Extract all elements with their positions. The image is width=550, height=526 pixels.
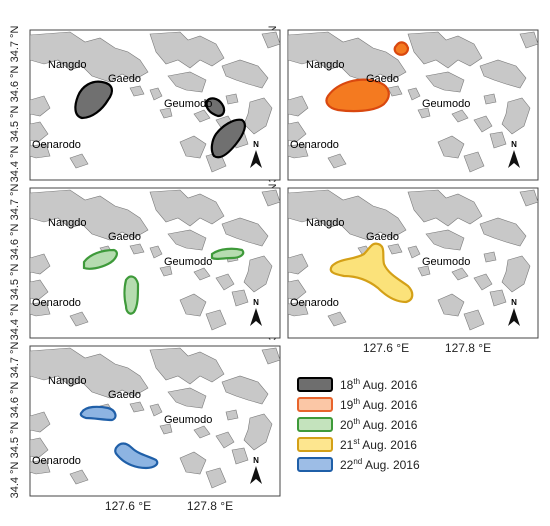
y-tick-label: 34.6 °N xyxy=(9,66,21,103)
y-tick-label: 34.4 °N xyxy=(9,462,21,499)
x-tick-label: 127.8 °E xyxy=(187,499,233,513)
place-label-geumodo: Geumodo xyxy=(164,98,212,110)
y-tick-label: 34.7 °N xyxy=(9,342,21,379)
x-tick-label: 127.6 °E xyxy=(105,499,151,513)
place-label-geumodo: Geumodo xyxy=(164,414,212,426)
oil-slick-19aug xyxy=(325,78,390,113)
map-panel-20aug: Nangdo Gaedo Geumodo Oenarodo N xyxy=(29,187,281,339)
place-label-nangdo: Nangdo xyxy=(48,59,87,71)
oil-slick-22aug xyxy=(114,442,159,470)
x-tick-label: 127.8 °E xyxy=(445,341,491,355)
legend-label: 18th Aug. 2016 xyxy=(340,377,418,392)
north-arrow-icon: N xyxy=(250,298,262,326)
north-label: N xyxy=(511,298,517,307)
y-tick-label: 34.6 °N xyxy=(9,224,21,261)
legend-swatch xyxy=(297,457,333,472)
y-tick-label: 34.4 °N xyxy=(9,146,21,183)
north-arrow-icon: N xyxy=(508,140,520,168)
oil-slick-18aug xyxy=(74,80,114,120)
north-label: N xyxy=(253,298,259,307)
legend: 18th Aug. 2016 19th Aug. 2016 20th Aug. 20… xyxy=(297,377,420,472)
y-tick-label: 34.7 °N xyxy=(9,26,21,63)
place-label-gaedo: Gaedo xyxy=(108,231,141,243)
legend-swatch xyxy=(297,397,333,412)
oil-slick-21aug xyxy=(329,242,414,304)
north-arrow-icon: N xyxy=(250,456,262,484)
oil-slick-18aug xyxy=(204,97,226,118)
north-label: N xyxy=(253,456,259,465)
legend-swatch xyxy=(297,417,333,432)
place-label-oenarodo: Oenarodo xyxy=(32,297,81,309)
map-panel-22aug: Nangdo Gaedo Geumodo Oenarodo N xyxy=(29,345,281,497)
x-tick-label: 127.6 °E xyxy=(363,341,409,355)
y-tick-label: 34.6 °N xyxy=(9,382,21,419)
place-label-nangdo: Nangdo xyxy=(48,217,87,229)
place-label-oenarodo: Oenarodo xyxy=(32,139,81,151)
place-label-oenarodo: Oenarodo xyxy=(32,455,81,467)
y-tick-label: 34.5 °N xyxy=(9,106,21,143)
x-axis-labels: 127.6 °E 127.8 °E 127.6 °E 127.8 °E xyxy=(105,341,491,513)
place-label-nangdo: Nangdo xyxy=(306,59,345,71)
place-label-nangdo: Nangdo xyxy=(306,217,345,229)
north-arrow-icon: N xyxy=(250,140,262,168)
oil-slick-22aug xyxy=(79,405,117,422)
map-panel-18aug: Nangdo Gaedo Geumodo Oenarodo N xyxy=(29,29,281,181)
place-label-oenarodo: Oenarodo xyxy=(290,139,339,151)
map-panel-19aug: Nangdo Gaedo Geumodo Oenarodo N xyxy=(287,29,539,181)
place-label-nangdo: Nangdo xyxy=(48,375,87,387)
oil-slick-19aug xyxy=(393,41,410,56)
y-tick-label: 34.7 °N xyxy=(9,184,21,221)
place-label-oenarodo: Oenarodo xyxy=(290,297,339,309)
north-arrow-icon: N xyxy=(508,298,520,326)
oil-slick-18aug xyxy=(210,118,246,159)
place-label-geumodo: Geumodo xyxy=(422,98,470,110)
legend-swatch xyxy=(297,377,333,392)
oil-slick-20aug xyxy=(82,248,118,270)
place-label-geumodo: Geumodo xyxy=(422,256,470,268)
north-label: N xyxy=(253,140,259,149)
place-label-gaedo: Gaedo xyxy=(108,389,141,401)
legend-swatch xyxy=(297,437,333,452)
oil-slick-20aug xyxy=(123,275,140,315)
place-label-geumodo: Geumodo xyxy=(164,256,212,268)
legend-label: 22nd Aug. 2016 xyxy=(340,457,420,472)
place-label-gaedo: Gaedo xyxy=(366,73,399,85)
legend-label: 21st Aug. 2016 xyxy=(340,437,417,452)
place-label-gaedo: Gaedo xyxy=(366,231,399,243)
legend-label: 20th Aug. 2016 xyxy=(340,417,418,432)
map-panel-21aug: Nangdo Gaedo Geumodo Oenarodo N xyxy=(287,187,539,339)
y-tick-label: 34.4 °N xyxy=(9,304,21,341)
y-tick-label: 34.5 °N xyxy=(9,422,21,459)
y-tick-label: 34.5 °N xyxy=(9,264,21,301)
legend-label: 19th Aug. 2016 xyxy=(340,397,418,412)
north-label: N xyxy=(511,140,517,149)
place-label-gaedo: Gaedo xyxy=(108,73,141,85)
oil-slick-20aug xyxy=(210,247,245,260)
